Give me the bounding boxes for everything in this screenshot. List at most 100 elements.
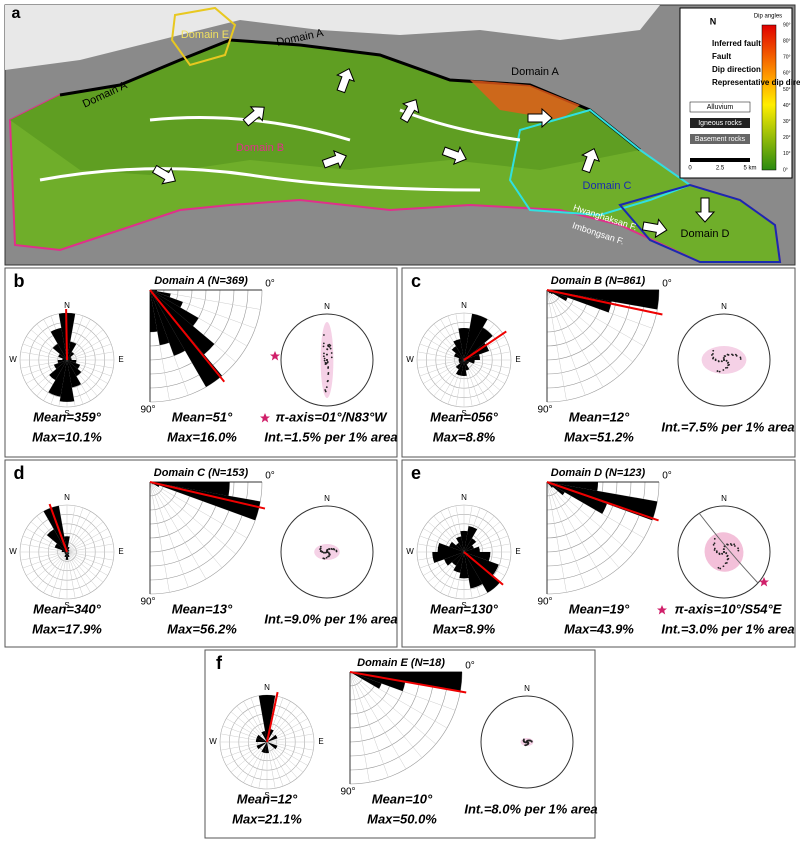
- panel-title: Domain A (N=369): [154, 275, 248, 287]
- pole: [323, 352, 325, 354]
- dip-max-label: Max=51.2%: [564, 429, 634, 444]
- pi-axis-key: [657, 605, 667, 615]
- pole: [327, 381, 329, 383]
- panel-title: Domain B (N=861): [551, 275, 646, 287]
- compass-label: N: [461, 493, 467, 502]
- dip-axis-label: 0°: [662, 471, 672, 482]
- pole: [336, 551, 338, 553]
- rose-max-label: Max=8.8%: [433, 429, 496, 444]
- compass-label: W: [406, 355, 414, 364]
- rose-mean: [66, 309, 67, 360]
- panel-letter: d: [14, 463, 25, 483]
- domain-label: Domain D: [681, 228, 730, 240]
- compass-label: E: [515, 355, 520, 364]
- intensity-label: Int.=7.5% per 1% area: [661, 419, 794, 434]
- pole: [321, 551, 323, 553]
- pole: [733, 543, 735, 545]
- rose-max-label: Max=10.1%: [32, 429, 102, 444]
- pole: [324, 360, 326, 362]
- pole: [723, 548, 725, 550]
- compass-label: W: [209, 737, 217, 746]
- pole: [719, 568, 721, 570]
- dip-mean-label: Mean=12°: [569, 409, 630, 424]
- colorbar-tick: 0°: [783, 167, 788, 173]
- pole: [327, 362, 329, 364]
- dip-axis-label: 0°: [265, 279, 275, 290]
- scale-bar: [690, 158, 750, 162]
- pole: [331, 548, 333, 550]
- pole: [523, 739, 525, 741]
- intensity-label: Int.=1.5% per 1% area: [264, 429, 397, 444]
- pole: [524, 741, 526, 743]
- pole: [526, 741, 528, 743]
- pole: [328, 553, 330, 555]
- colorbar: [762, 25, 776, 170]
- pole: [323, 355, 325, 357]
- pole: [323, 345, 325, 347]
- pi-axis: [270, 351, 280, 361]
- colorbar-tick: 50°: [783, 87, 791, 93]
- colorbar-tick: 10°: [783, 151, 791, 157]
- pole: [327, 373, 329, 375]
- pi-axis-key: [260, 413, 270, 423]
- dip-axis-label: 90°: [537, 597, 552, 608]
- pole: [717, 370, 719, 372]
- dip-axis-label: 0°: [662, 279, 672, 290]
- stereo-north: N: [324, 302, 330, 311]
- pole: [330, 348, 332, 350]
- pole: [734, 545, 736, 547]
- pole: [721, 360, 723, 362]
- panel-letter: a: [12, 5, 21, 22]
- compass-label: W: [9, 355, 17, 364]
- compass-label: W: [9, 547, 17, 556]
- pole: [718, 553, 720, 555]
- pi-axis-label: π-axis=10°/S54°E: [675, 601, 782, 616]
- domain-label: Domain A: [511, 66, 559, 78]
- pole: [331, 356, 333, 358]
- colorbar-tick: 90°: [783, 22, 791, 28]
- pole: [723, 565, 725, 567]
- pole: [320, 546, 322, 548]
- stereo-north: N: [324, 494, 330, 503]
- rock-label: Igneous rocks: [698, 120, 742, 127]
- panel-letter: c: [411, 271, 421, 291]
- pole: [524, 744, 526, 746]
- pole: [736, 355, 738, 357]
- rose-max-label: Max=17.9%: [32, 621, 102, 636]
- dip-mean-label: Mean=19°: [569, 601, 630, 616]
- pole: [737, 550, 739, 552]
- rock-label: Basement rocks: [695, 136, 746, 143]
- pole: [723, 359, 725, 361]
- pole: [329, 548, 331, 550]
- panel-letter: b: [14, 271, 25, 291]
- pole: [727, 362, 729, 364]
- pole: [326, 349, 328, 351]
- pole: [714, 549, 716, 551]
- pole: [531, 741, 533, 743]
- dip-axis-label: 90°: [140, 597, 155, 608]
- colorbar-tick: 80°: [783, 38, 791, 44]
- scale-label: 2.5: [716, 166, 725, 172]
- pole: [329, 346, 331, 348]
- north-label: N: [710, 16, 717, 26]
- domain-label: Domain E: [181, 29, 229, 41]
- dip-max-label: Max=50.0%: [367, 811, 437, 826]
- pole: [725, 552, 727, 554]
- pole: [714, 548, 716, 550]
- pole: [326, 359, 328, 361]
- intensity-label: Int.=8.0% per 1% area: [464, 801, 597, 816]
- pole: [727, 559, 729, 561]
- intensity-label: Int.=3.0% per 1% area: [661, 621, 794, 636]
- pole: [327, 367, 329, 369]
- rose-mean-label: Mean=130°: [430, 601, 499, 616]
- pole: [737, 547, 739, 549]
- colorbar-tick: 60°: [783, 71, 791, 77]
- pole: [712, 350, 714, 352]
- compass-label: E: [318, 737, 323, 746]
- panel-title: Domain C (N=153): [154, 467, 249, 479]
- rock-label: Alluvium: [707, 104, 734, 111]
- pole: [725, 562, 727, 564]
- pole: [723, 551, 725, 553]
- pole: [740, 358, 742, 360]
